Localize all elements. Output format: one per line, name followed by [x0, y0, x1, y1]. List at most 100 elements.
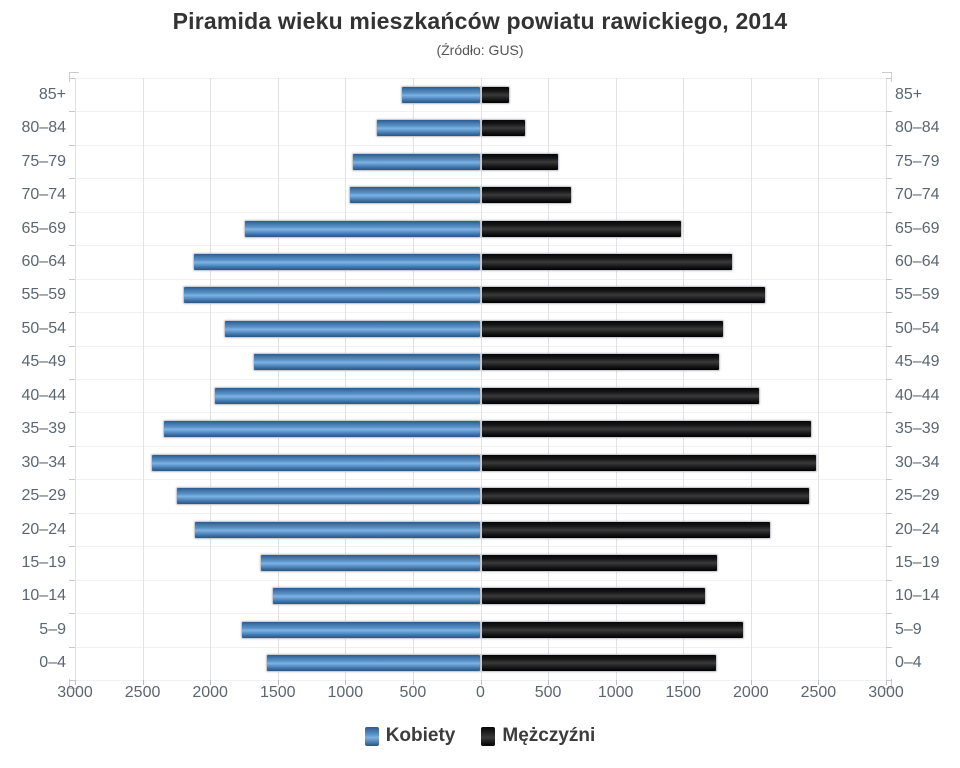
y-label-left-70–74: 70–74	[21, 186, 67, 204]
bar-mezczyzni-35–39	[480, 420, 812, 439]
bar-mezczyzni-45–49	[480, 353, 720, 372]
y-label-right-85+: 85+	[895, 85, 923, 103]
x-axis-tick	[548, 680, 550, 685]
y-label-right-60–64: 60–64	[895, 252, 940, 270]
chart-title: Piramida wieku mieszkańców powiatu rawic…	[172, 8, 788, 34]
y-label-left-20–24: 20–24	[21, 520, 67, 538]
x-tick-label-4: 1000	[327, 684, 364, 701]
y-label-right-55–59: 55–59	[895, 286, 940, 304]
left-axis-tick	[69, 512, 75, 514]
bar-kobiety-70–74	[349, 186, 481, 205]
bar-kobiety-50–54	[223, 319, 481, 338]
gridline-vertical	[75, 78, 76, 680]
x-tick-label-0: 3000	[57, 684, 93, 701]
plot-corner-top-right	[882, 72, 892, 82]
y-label-right-40–44: 40–44	[895, 386, 940, 404]
right-axis-tick	[886, 111, 892, 113]
bar-kobiety-55–59	[183, 286, 481, 305]
y-label-right-10–14: 10–14	[895, 587, 940, 605]
right-axis-tick	[886, 379, 892, 380]
right-axis-tick	[886, 178, 892, 180]
bar-kobiety-80–84	[376, 119, 481, 138]
x-tick-label-8: 1000	[597, 684, 634, 701]
bar-kobiety-20–24	[193, 520, 481, 539]
y-label-right-0–4: 0–4	[895, 654, 922, 672]
left-axis-tick	[69, 278, 75, 280]
y-label-left-15–19: 15–19	[21, 553, 67, 571]
left-axis-tick	[69, 412, 75, 414]
x-axis-tick	[615, 680, 617, 685]
x-tick-label-7: 500	[534, 684, 562, 701]
bar-mezczyzni-30–34	[480, 453, 818, 472]
y-label-left-80–84: 80–84	[21, 119, 67, 137]
left-axis-tick	[69, 345, 75, 347]
right-axis-tick	[886, 680, 892, 681]
right-axis-tick	[886, 278, 892, 280]
right-axis-tick	[886, 445, 892, 447]
x-axis-tick	[480, 680, 482, 685]
plot-corner-bottom-left	[69, 679, 79, 689]
bar-kobiety-15–19	[260, 553, 481, 572]
gridline-vertical	[345, 78, 347, 680]
x-tick-label-12: 3000	[868, 684, 904, 701]
left-axis-tick	[69, 178, 75, 180]
bar-mezczyzni-40–44	[480, 386, 761, 405]
y-label-right-20–24: 20–24	[895, 520, 940, 538]
right-axis-tick	[886, 613, 892, 615]
y-label-right-45–49: 45–49	[895, 353, 940, 371]
bar-kobiety-25–29	[176, 487, 481, 506]
gridline-vertical	[683, 78, 685, 680]
gridline-vertical	[277, 78, 279, 680]
y-label-left-75–79: 75–79	[21, 152, 67, 170]
bar-kobiety-10–14	[272, 587, 481, 606]
mezczyzni-swatch-icon	[481, 726, 496, 746]
legend-label-mezczyzni: Mężczyźni	[502, 725, 596, 746]
x-axis-tick	[277, 680, 279, 685]
y-label-left-5–9: 5–9	[39, 620, 66, 638]
chart-subtitle: (Źródło: GUS)	[436, 42, 524, 58]
bar-mezczyzni-70–74	[480, 186, 573, 205]
x-axis-tick	[345, 680, 347, 685]
x-tick-label-5: 500	[399, 684, 427, 701]
y-label-left-50–54: 50–54	[21, 319, 67, 337]
y-label-right-75–79: 75–79	[895, 152, 940, 170]
gridline-vertical	[750, 78, 752, 680]
left-axis-tick	[69, 144, 75, 146]
left-axis-tick	[69, 111, 75, 113]
y-label-right-65–69: 65–69	[895, 219, 940, 237]
y-label-right-15–19: 15–19	[895, 553, 940, 571]
gridline-vertical	[210, 78, 212, 680]
right-axis-tick	[886, 546, 892, 548]
legend-item-kobiety: Kobiety	[364, 725, 455, 747]
bar-kobiety-5–9	[241, 620, 481, 639]
right-axis-tick	[886, 312, 892, 314]
plot-corner-bottom-right	[882, 679, 892, 689]
right-axis-tick	[886, 211, 892, 213]
left-axis-tick	[69, 479, 75, 481]
legend-item-mezczyzni: Mężczyźni	[481, 725, 595, 747]
bar-kobiety-45–49	[253, 353, 481, 372]
bar-kobiety-65–69	[243, 219, 481, 238]
x-axis-tick	[750, 680, 752, 685]
left-axis-tick	[69, 445, 75, 447]
y-label-left-25–29: 25–29	[21, 487, 67, 505]
bar-mezczyzni-25–29	[480, 487, 811, 506]
left-axis-tick	[69, 211, 75, 213]
bar-mezczyzni-0–4	[480, 654, 718, 673]
y-label-right-80–84: 80–84	[895, 119, 940, 137]
y-label-right-70–74: 70–74	[895, 186, 940, 204]
y-label-left-30–34: 30–34	[21, 453, 67, 471]
bar-mezczyzni-10–14	[480, 587, 707, 606]
gridline-vertical	[480, 78, 482, 680]
left-axis-tick	[69, 245, 75, 247]
right-axis-tick	[886, 78, 892, 79]
gridline-vertical	[142, 78, 144, 680]
left-axis-tick	[69, 613, 75, 615]
x-tick-label-2: 2000	[192, 684, 228, 701]
bar-mezczyzni-5–9	[480, 620, 745, 639]
y-label-right-5–9: 5–9	[895, 620, 922, 638]
y-label-left-60–64: 60–64	[21, 252, 67, 270]
left-axis-tick	[69, 379, 75, 380]
bar-mezczyzni-15–19	[480, 553, 719, 572]
